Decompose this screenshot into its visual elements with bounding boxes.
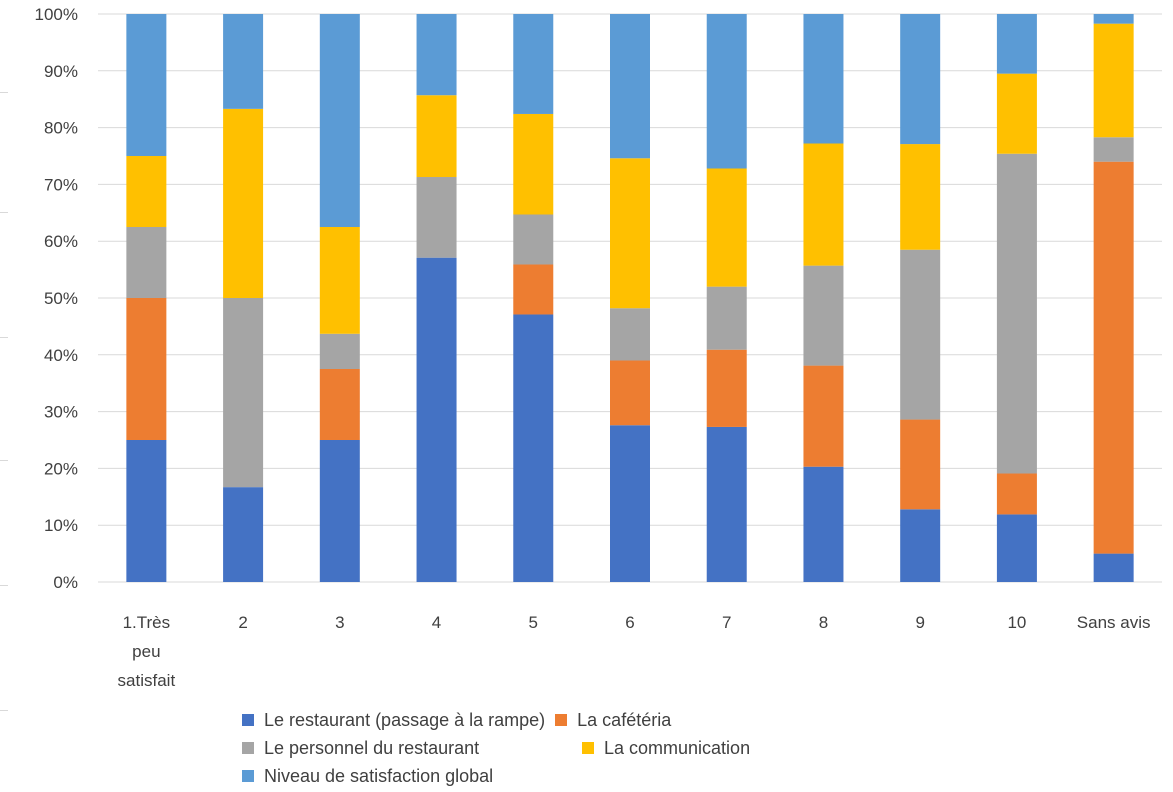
bar-segment (416, 95, 457, 178)
bar-segment (610, 14, 650, 159)
x-tick-label: 2 (238, 613, 247, 632)
bar-segment (706, 168, 747, 287)
y-tick-label: 0% (53, 573, 78, 592)
x-tick-label: 3 (335, 613, 344, 632)
legend-label: La cafétéria (577, 709, 672, 730)
y-tick-label: 80% (44, 119, 78, 138)
bar-segment (803, 466, 844, 582)
y-tick-label: 90% (44, 62, 78, 81)
legend-swatch (242, 714, 254, 726)
bar-segment (1093, 23, 1134, 138)
bar-segment (900, 144, 941, 250)
bar-segment (223, 14, 264, 109)
bar-segment (996, 153, 1037, 474)
bar-segment (996, 73, 1037, 154)
bar-segment (900, 249, 941, 420)
bar-segment (803, 14, 844, 144)
bar-segment (513, 113, 554, 215)
bar-segment (610, 425, 650, 582)
bar-segment (900, 419, 941, 510)
bar-segment (900, 509, 941, 582)
x-tick-label: 4 (432, 613, 441, 632)
bar-segment (996, 473, 1037, 515)
x-tick-label: 9 (915, 613, 924, 632)
bar-segment (126, 298, 167, 440)
y-tick-label: 100% (35, 5, 78, 24)
bar-segment (126, 14, 167, 156)
bar-segment (900, 14, 941, 145)
bar-segment (223, 298, 264, 488)
stacked-bar-chart: 0% 10% 20% 30% 40% 50% 60% 70% 80% 90% 100% 1.Très p… (35, 5, 1162, 690)
legend-swatch (582, 742, 594, 754)
bar-segment (610, 158, 650, 309)
y-tick-label: 10% (44, 516, 78, 535)
bar-segment (1093, 137, 1134, 162)
legend-item-communication: La communication (582, 738, 750, 759)
x-tick-label: 6 (625, 613, 634, 632)
x-tick-label: Sans avis (1077, 613, 1151, 632)
chart-legend: Le restaurant (passage à la rampe) La ca… (242, 706, 862, 790)
bar-segment (319, 440, 360, 582)
bar-segment (706, 286, 747, 350)
legend-item-cafeteria: La cafétéria (555, 710, 671, 731)
bar-segment (223, 108, 264, 298)
bar-segment (610, 360, 650, 426)
bar-segment (996, 514, 1037, 582)
bar-segment (803, 365, 844, 467)
y-tick-label: 30% (44, 403, 78, 422)
legend-swatch (242, 742, 254, 754)
bar-segment (223, 487, 264, 582)
bar-segment (1093, 161, 1134, 554)
bar-segment (513, 264, 554, 315)
bar-segment (610, 308, 650, 361)
bar-segment (416, 177, 457, 258)
bar-segment (416, 257, 457, 582)
y-tick-label: 60% (44, 232, 78, 251)
bar-segment (513, 314, 554, 582)
legend-item-restaurant: Le restaurant (passage à la rampe) (242, 710, 545, 731)
x-tick-label: 10 (1007, 613, 1026, 632)
bar-segment (1093, 553, 1134, 582)
bar-segment (513, 214, 554, 265)
bar-segment (803, 265, 844, 366)
y-tick-label: 40% (44, 346, 78, 365)
x-tick-label: 7 (722, 613, 731, 632)
bar-segment (126, 156, 167, 227)
bar-segment (319, 333, 360, 369)
legend-label: Le personnel du restaurant (264, 737, 480, 758)
legend-swatch (242, 770, 254, 782)
bar-segment (126, 440, 167, 582)
bar-segment (513, 14, 554, 114)
legend-item-global: Niveau de satisfaction global (242, 766, 493, 787)
bar-segment (706, 14, 747, 169)
legend-label: Le restaurant (passage à la rampe) (264, 709, 546, 730)
bar-segment (1093, 14, 1134, 24)
y-tick-label: 70% (44, 175, 78, 194)
bar-segment (319, 14, 360, 227)
legend-label: La communication (604, 737, 751, 758)
bar-segment (706, 426, 747, 582)
bar-segment (416, 14, 457, 96)
x-tick-label: 5 (529, 613, 538, 632)
legend-item-personnel: Le personnel du restaurant (242, 738, 572, 759)
legend-swatch (555, 714, 568, 726)
bar-segment (706, 349, 747, 427)
bar-segment (803, 143, 844, 266)
x-tick-label: 8 (819, 613, 828, 632)
x-tick-label: 1.Très peu satisfait (118, 613, 176, 690)
legend-label: Niveau de satisfaction global (264, 765, 494, 786)
bar-segment (996, 14, 1037, 74)
bar-segment (319, 227, 360, 334)
bar-segment (126, 227, 167, 298)
y-tick-label: 50% (44, 289, 78, 308)
y-tick-label: 20% (44, 459, 78, 478)
bar-segment (319, 369, 360, 440)
